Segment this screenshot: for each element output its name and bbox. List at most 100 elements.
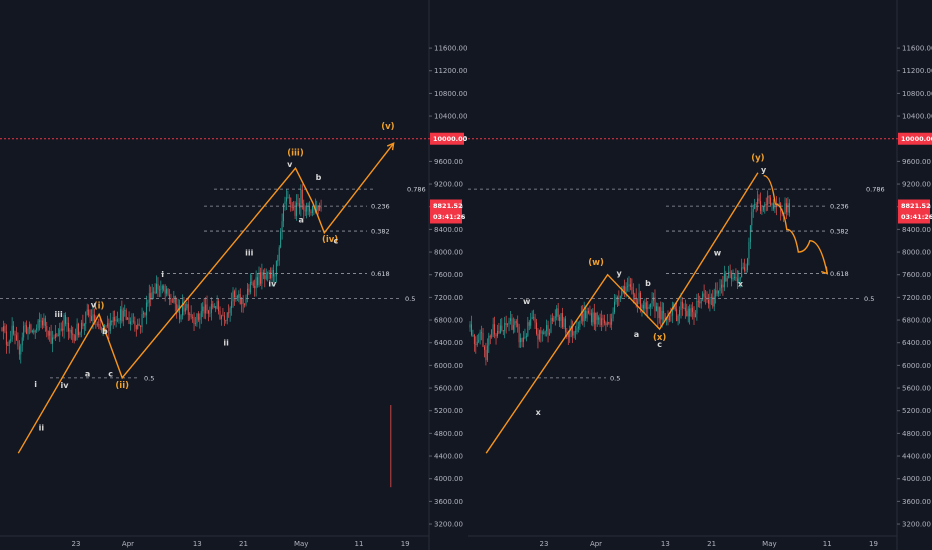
candle-body	[54, 333, 56, 339]
candle-body	[726, 278, 728, 282]
wave-label: ii	[223, 339, 229, 348]
price-level-10000-tag	[430, 132, 464, 145]
y-tick-label: 8400.00	[434, 226, 463, 234]
candle-body	[712, 297, 714, 307]
candle-body	[166, 288, 168, 294]
fib-level-label: 0.786	[407, 186, 426, 194]
candle-body	[26, 325, 28, 334]
candle-body	[271, 269, 273, 279]
candle-body	[303, 203, 305, 211]
candle-body	[544, 331, 546, 334]
candle-body	[601, 318, 602, 326]
candle-body	[684, 307, 686, 311]
candle-body	[492, 324, 494, 330]
candle-body	[278, 247, 280, 261]
candle-body	[709, 297, 711, 304]
y-tick-label: 6800.00	[434, 317, 463, 325]
candle-body	[122, 311, 124, 322]
candle-body	[257, 277, 259, 286]
candle-body	[690, 307, 692, 317]
candle-body	[96, 324, 98, 326]
candle-body	[247, 288, 248, 298]
candle-body	[316, 205, 318, 212]
candle-body	[703, 293, 705, 297]
candle-body	[651, 300, 653, 304]
candle-body	[21, 337, 23, 346]
candle-body	[260, 272, 261, 284]
candle-body	[501, 325, 503, 331]
candle-body	[481, 332, 483, 334]
candle-body	[700, 299, 702, 304]
candle-body	[236, 296, 238, 298]
y-tick-label: 4000.00	[902, 475, 931, 483]
candle-body	[596, 312, 598, 320]
candle-body	[653, 297, 654, 301]
candle-body	[105, 325, 107, 327]
candle-body	[18, 346, 20, 355]
candle-body	[475, 344, 477, 345]
candle-body	[537, 333, 539, 340]
x-tick-label: 19	[869, 540, 878, 548]
candle-body	[249, 282, 251, 293]
x-tick-label: 13	[193, 540, 202, 548]
candle-body	[521, 337, 523, 342]
candle-body	[560, 313, 562, 321]
candle-body	[547, 325, 549, 335]
y-tick-label: 9200.00	[434, 181, 463, 189]
candle-body	[27, 328, 29, 334]
candle-body	[618, 298, 620, 300]
y-tick-label: 4400.00	[434, 453, 463, 461]
wave-label: b	[645, 279, 651, 288]
candle-body	[697, 300, 699, 302]
y-tick-label: 6000.00	[902, 362, 931, 370]
candle-body	[573, 331, 575, 336]
y-tick-label: 9600.00	[902, 158, 931, 166]
candle-body	[725, 273, 727, 282]
candle-body	[582, 313, 584, 322]
candle-body	[183, 302, 185, 312]
candle-body	[283, 204, 285, 222]
candle-body	[761, 209, 763, 211]
candle-body	[502, 330, 504, 332]
candle-body	[52, 337, 54, 344]
candle-body	[138, 323, 140, 326]
candle-body	[171, 301, 173, 303]
x-tick-label: May	[294, 540, 308, 548]
candle-body	[622, 286, 624, 290]
candle-body	[143, 312, 144, 315]
candle-body	[34, 330, 36, 333]
y-tick-label: 11200.00	[434, 67, 467, 75]
candle-body	[99, 324, 101, 329]
x-tick-label: 23	[540, 540, 549, 548]
candle-body	[270, 272, 272, 279]
candle-body	[219, 311, 221, 319]
candle-body	[592, 312, 594, 323]
candle-body	[36, 327, 38, 331]
candle-body	[599, 317, 601, 326]
candle-body	[57, 335, 59, 337]
candle-body	[658, 307, 660, 319]
candle-body	[488, 335, 490, 346]
candle-body	[16, 335, 17, 341]
candle-body	[95, 323, 97, 325]
candle-body	[311, 206, 313, 213]
candle-body	[533, 317, 535, 318]
candle-body	[593, 312, 595, 325]
candle-body	[638, 292, 640, 302]
candle-body	[319, 206, 321, 211]
candle-body	[83, 323, 85, 327]
candle-body	[569, 331, 571, 338]
candle-body	[755, 203, 757, 205]
candle-body	[511, 318, 513, 330]
y-tick-label: 11200.00	[902, 67, 932, 75]
candle-body	[605, 323, 607, 326]
candle-body	[216, 301, 218, 309]
wave-label: y	[617, 269, 623, 278]
candle-body	[205, 304, 207, 314]
bar-countdown-label: 03:41:26	[901, 213, 932, 221]
y-tick-label: 3200.00	[434, 521, 463, 529]
candle-body	[564, 318, 566, 332]
candle-body	[602, 318, 604, 320]
candle-body	[187, 304, 189, 315]
candle-body	[115, 319, 117, 322]
